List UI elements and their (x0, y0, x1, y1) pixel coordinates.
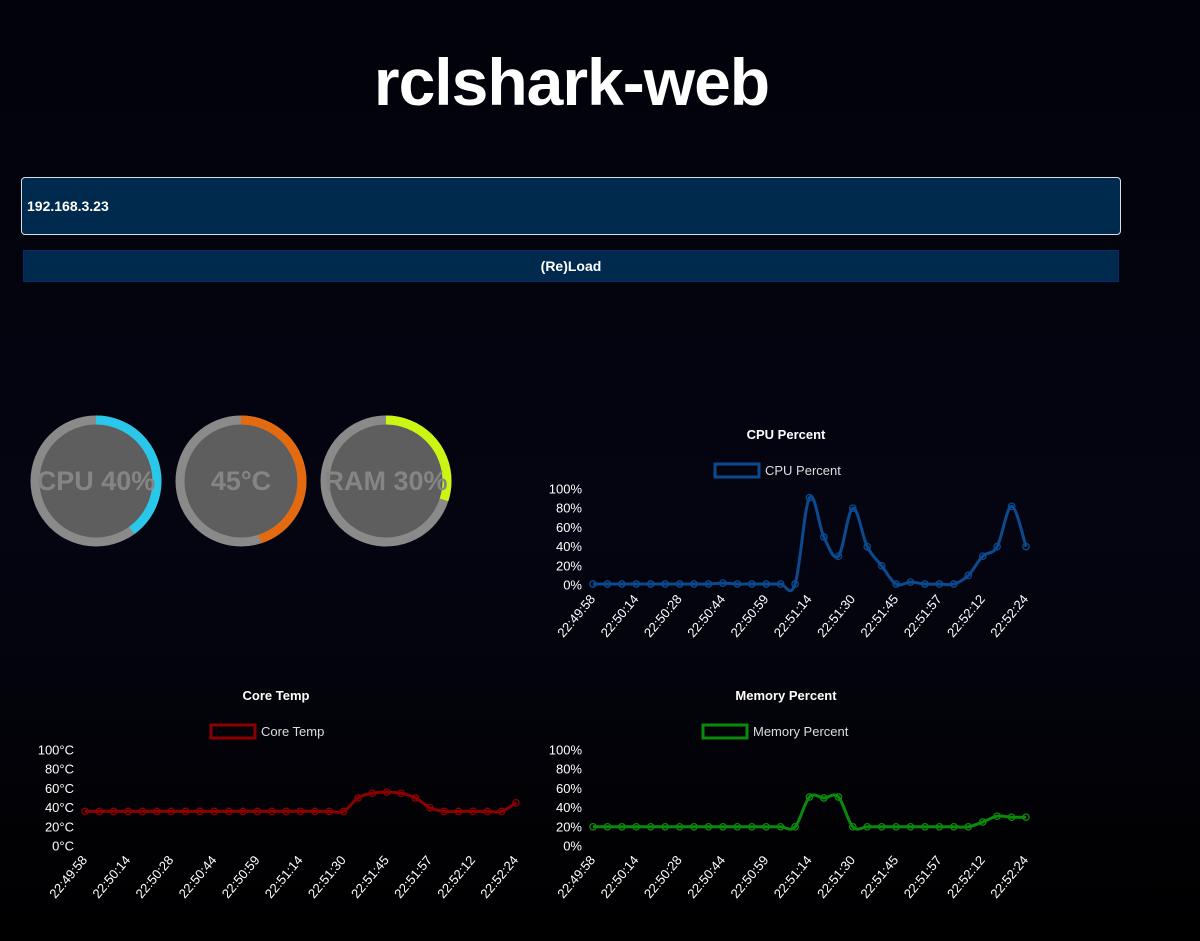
cpu-data-point[interactable] (805, 493, 814, 502)
reload-button[interactable]: (Re)Load (23, 250, 1119, 282)
cpu-x-tick-label: 22:50:28 (641, 592, 685, 640)
cpu-data-point[interactable] (661, 580, 670, 588)
cpu-y-tick-label: 60% (556, 520, 582, 535)
cpu-data-point[interactable] (704, 580, 713, 588)
cpu-data-point[interactable] (921, 580, 929, 588)
cpu-data-point[interactable] (949, 580, 958, 588)
cpu-data-point[interactable] (589, 580, 597, 588)
cpu-legend-label[interactable]: CPU Percent (765, 463, 841, 478)
cpu-gauge-ring (30, 415, 162, 547)
cpu-data-point[interactable] (618, 580, 626, 588)
cpu-x-tick-label: 22:52:12 (944, 592, 988, 640)
cpu-x-tick-label: 22:51:14 (771, 592, 815, 640)
cpu-x-tick-label: 22:49:58 (554, 592, 598, 640)
cpu-x-tick-label: 22:52:24 (987, 592, 1031, 640)
cpu-data-point[interactable] (690, 580, 698, 588)
cpu-x-tick-label: 22:51:45 (857, 592, 901, 640)
cpu-data-point[interactable] (892, 580, 900, 588)
ram-gauge-ring (320, 415, 452, 547)
cpu-data-point[interactable] (820, 533, 828, 541)
cpu-gauge-label: CPU 40% (36, 466, 156, 496)
cpu-y-tick-label: 0% (563, 578, 582, 593)
cpu-data-point[interactable] (632, 580, 641, 588)
cpu-data-point[interactable] (1007, 502, 1016, 511)
cpu-data-point[interactable] (935, 580, 944, 588)
cpu-data-point[interactable] (762, 580, 771, 588)
cpu-data-point[interactable] (964, 571, 973, 580)
cpu-data-point[interactable] (719, 579, 727, 587)
cpu-data-point[interactable] (834, 552, 843, 561)
cpu-series-line (593, 495, 1028, 593)
cpu-data-point[interactable] (863, 542, 872, 551)
ram-gauge: RAM 30% (319, 414, 453, 548)
cpu-data-point[interactable] (1022, 542, 1030, 551)
cpu-y-tick-label: 100% (549, 482, 583, 497)
cpu-x-tick-label: 22:51:57 (901, 592, 945, 640)
cpu-x-tick-label: 22:50:59 (727, 592, 771, 640)
cpu-data-point[interactable] (776, 580, 785, 588)
cpu-data-point[interactable] (791, 580, 799, 588)
cpu-y-tick-label: 20% (556, 558, 582, 573)
cpu-data-point[interactable] (906, 578, 915, 586)
temp-gauge: 45°C (174, 414, 308, 548)
cpu-x-tick-label: 22:51:30 (814, 592, 858, 640)
cpu-y-tick-label: 40% (556, 539, 582, 554)
cpu-data-point[interactable] (733, 580, 742, 588)
cpu-data-point[interactable] (978, 552, 987, 561)
cpu-data-point[interactable] (675, 580, 684, 588)
ram-gauge-label: RAM 30% (324, 466, 448, 496)
cpu-data-point[interactable] (993, 542, 1001, 551)
cpu-data-point[interactable] (747, 580, 756, 588)
cpu-x-tick-label: 22:50:44 (684, 592, 728, 640)
ip-address-input[interactable] (21, 177, 1121, 235)
cpu-data-point[interactable] (646, 580, 655, 588)
cpu-data-point[interactable] (848, 504, 857, 513)
page-title: rclshark-web (373, 45, 770, 119)
cpu-data-point[interactable] (603, 580, 612, 588)
cpu-legend-swatch[interactable] (713, 462, 761, 479)
cpu-gauge: CPU 40% (29, 414, 163, 548)
cpu-y-tick-label: 80% (556, 501, 582, 516)
cpu-data-point[interactable] (877, 561, 886, 570)
temp-gauge-ring (175, 415, 307, 547)
temp-gauge-label: 45°C (210, 466, 272, 496)
cpu-chart-title: CPU Percent (747, 427, 826, 442)
temp-gauge-arc (175, 415, 307, 547)
cpu-gauge-arc (30, 415, 162, 547)
cpu-x-tick-label: 22:50:14 (598, 592, 642, 640)
ram-gauge-arc (320, 415, 452, 547)
